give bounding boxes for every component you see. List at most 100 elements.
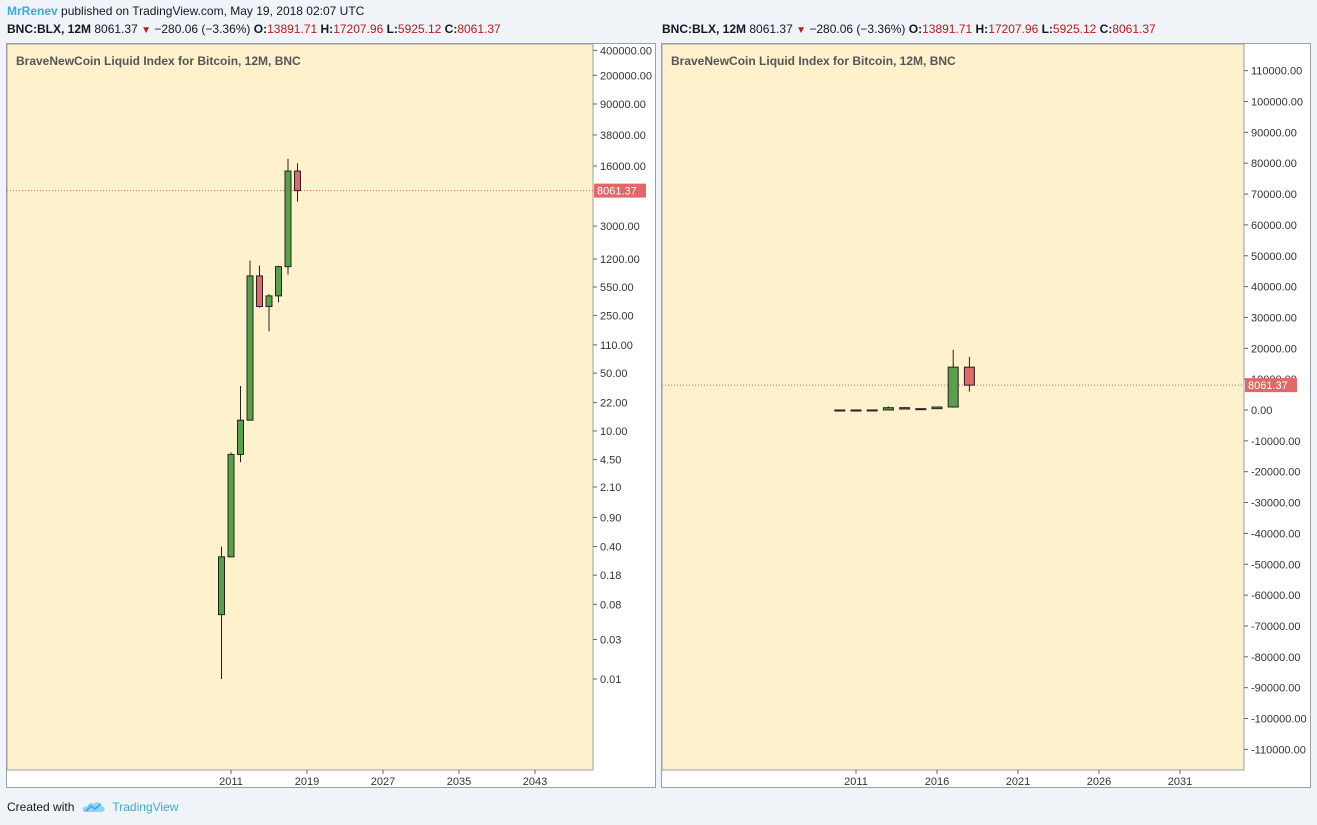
y-tick-label: 50.00 xyxy=(600,368,628,380)
close-value: 8061.37 xyxy=(457,22,501,36)
x-tick-label: 2021 xyxy=(1006,776,1030,788)
close-value: 8061.37 xyxy=(1112,22,1156,36)
candle-up xyxy=(850,409,862,412)
candle-down xyxy=(899,407,911,410)
y-tick-label: 110.00 xyxy=(600,340,633,352)
y-tick-label: 0.03 xyxy=(600,635,621,647)
y-tick-label: 0.90 xyxy=(600,512,621,524)
y-tick-label: -50000.00 xyxy=(1251,559,1301,571)
y-tick-label: -70000.00 xyxy=(1251,621,1301,633)
ohlc-legend-right: BNC:BLX, 12M 8061.37 ▼ −280.06 (−3.36%) … xyxy=(662,22,1156,36)
symbol-label: BNC:BLX, 12M xyxy=(7,22,92,36)
y-tick-label: 16000.00 xyxy=(600,161,646,173)
y-tick-label: 2.10 xyxy=(600,482,621,494)
candle-down xyxy=(963,366,975,386)
publish-header: MrRenev published on TradingView.com, Ma… xyxy=(7,4,364,18)
publish-info: published on TradingView.com, May 19, 20… xyxy=(61,4,365,18)
current-price-label: 8061.37 xyxy=(1248,380,1288,392)
footer: Created with TradingView xyxy=(7,800,178,814)
y-tick-label: -100000.00 xyxy=(1251,714,1307,726)
candle-up xyxy=(275,266,282,297)
created-with-label: Created with xyxy=(7,800,75,814)
x-tick-label: 2011 xyxy=(844,776,868,788)
x-tick-label: 2016 xyxy=(925,776,949,788)
candle-up xyxy=(947,366,959,408)
y-tick-label: 80000.00 xyxy=(1251,158,1297,170)
candle-down xyxy=(294,170,301,192)
down-arrow-icon: ▼ xyxy=(141,25,151,36)
plot-area xyxy=(7,44,594,771)
y-tick-label: 1200.00 xyxy=(600,254,640,266)
tradingview-brand-link[interactable]: TradingView xyxy=(112,800,179,814)
candle-down xyxy=(256,275,263,307)
open-value: 13891.71 xyxy=(267,22,318,36)
y-tick-label: -40000.00 xyxy=(1251,528,1301,540)
y-tick-label: 38000.00 xyxy=(600,130,646,142)
y-tick-label: 90000.00 xyxy=(1251,127,1297,139)
candle-up xyxy=(218,556,225,616)
y-tick-label: -10000.00 xyxy=(1251,436,1301,448)
chart-title: BraveNewCoin Liquid Index for Bitcoin, 1… xyxy=(16,54,301,68)
y-tick-label: 0.40 xyxy=(600,542,621,554)
y-tick-label: -110000.00 xyxy=(1251,744,1306,756)
symbol-label: BNC:BLX, 12M xyxy=(662,22,747,36)
x-tick-label: 2027 xyxy=(371,776,395,788)
x-tick-label: 2035 xyxy=(447,776,471,788)
candle-up xyxy=(227,453,235,558)
y-tick-label: 10.00 xyxy=(600,426,628,438)
y-tick-label: 30000.00 xyxy=(1251,312,1297,324)
y-tick-label: 50000.00 xyxy=(1251,251,1297,263)
x-tick-label: 2019 xyxy=(295,776,319,788)
chart-title: BraveNewCoin Liquid Index for Bitcoin, 1… xyxy=(671,54,956,68)
y-tick-label: 22.00 xyxy=(600,398,628,410)
open-value: 13891.71 xyxy=(922,22,973,36)
y-tick-label: 400000.00 xyxy=(600,45,652,57)
current-price-label-bg xyxy=(1245,378,1297,393)
x-tick-label: 2026 xyxy=(1087,776,1111,788)
y-tick-label: -90000.00 xyxy=(1251,683,1301,695)
y-tick-label: -60000.00 xyxy=(1251,590,1301,602)
chart-svg-linear[interactable]: BraveNewCoin Liquid Index for Bitcoin, 1… xyxy=(662,44,1312,789)
high-value: 17207.96 xyxy=(988,22,1039,36)
down-arrow-icon: ▼ xyxy=(796,25,806,36)
x-tick-label: 2043 xyxy=(523,776,547,788)
y-tick-label: 250.00 xyxy=(600,310,634,322)
candle-up xyxy=(866,409,878,412)
candle-up xyxy=(237,419,244,455)
low-value: 5925.12 xyxy=(397,22,442,36)
x-tick-label: 2011 xyxy=(219,776,243,788)
y-tick-label: 110000.00 xyxy=(1251,66,1302,78)
chart-panel-linear[interactable]: BraveNewCoin Liquid Index for Bitcoin, 1… xyxy=(661,43,1311,788)
y-tick-label: -30000.00 xyxy=(1251,498,1301,510)
y-tick-label: 0.08 xyxy=(600,599,621,611)
price-change: −280.06 (−3.36%) xyxy=(809,22,906,36)
candle-up xyxy=(915,408,927,411)
candle-up xyxy=(834,409,846,412)
chart-svg-log[interactable]: BraveNewCoin Liquid Index for Bitcoin, 1… xyxy=(7,44,657,789)
y-tick-label: 70000.00 xyxy=(1251,189,1297,201)
y-tick-label: 3000.00 xyxy=(600,221,640,233)
current-price-label: 8061.37 xyxy=(597,186,637,198)
tradingview-logo-icon xyxy=(82,802,106,812)
y-tick-label: 100000.00 xyxy=(1251,97,1303,109)
candle-up xyxy=(265,295,273,307)
y-tick-label: 60000.00 xyxy=(1251,220,1297,232)
y-tick-label: 4.50 xyxy=(600,455,621,467)
y-tick-label: 0.01 xyxy=(600,674,621,686)
high-value: 17207.96 xyxy=(333,22,384,36)
current-price-label-bg xyxy=(594,183,646,198)
y-tick-label: -80000.00 xyxy=(1251,652,1301,664)
chart-panel-log[interactable]: BraveNewCoin Liquid Index for Bitcoin, 1… xyxy=(6,43,656,788)
y-tick-label: 0.00 xyxy=(1251,405,1272,417)
candle-up xyxy=(284,170,292,268)
y-tick-label: -20000.00 xyxy=(1251,467,1301,479)
author-link[interactable]: MrRenev xyxy=(7,4,58,18)
low-value: 5925.12 xyxy=(1052,22,1097,36)
y-tick-label: 20000.00 xyxy=(1251,343,1297,355)
y-tick-label: 40000.00 xyxy=(1251,282,1297,294)
ohlc-legend-left: BNC:BLX, 12M 8061.37 ▼ −280.06 (−3.36%) … xyxy=(7,22,501,36)
x-tick-label: 2031 xyxy=(1168,776,1192,788)
y-tick-label: 200000.00 xyxy=(600,70,652,82)
y-tick-label: 0.18 xyxy=(600,570,621,582)
last-price: 8061.37 xyxy=(94,22,138,36)
